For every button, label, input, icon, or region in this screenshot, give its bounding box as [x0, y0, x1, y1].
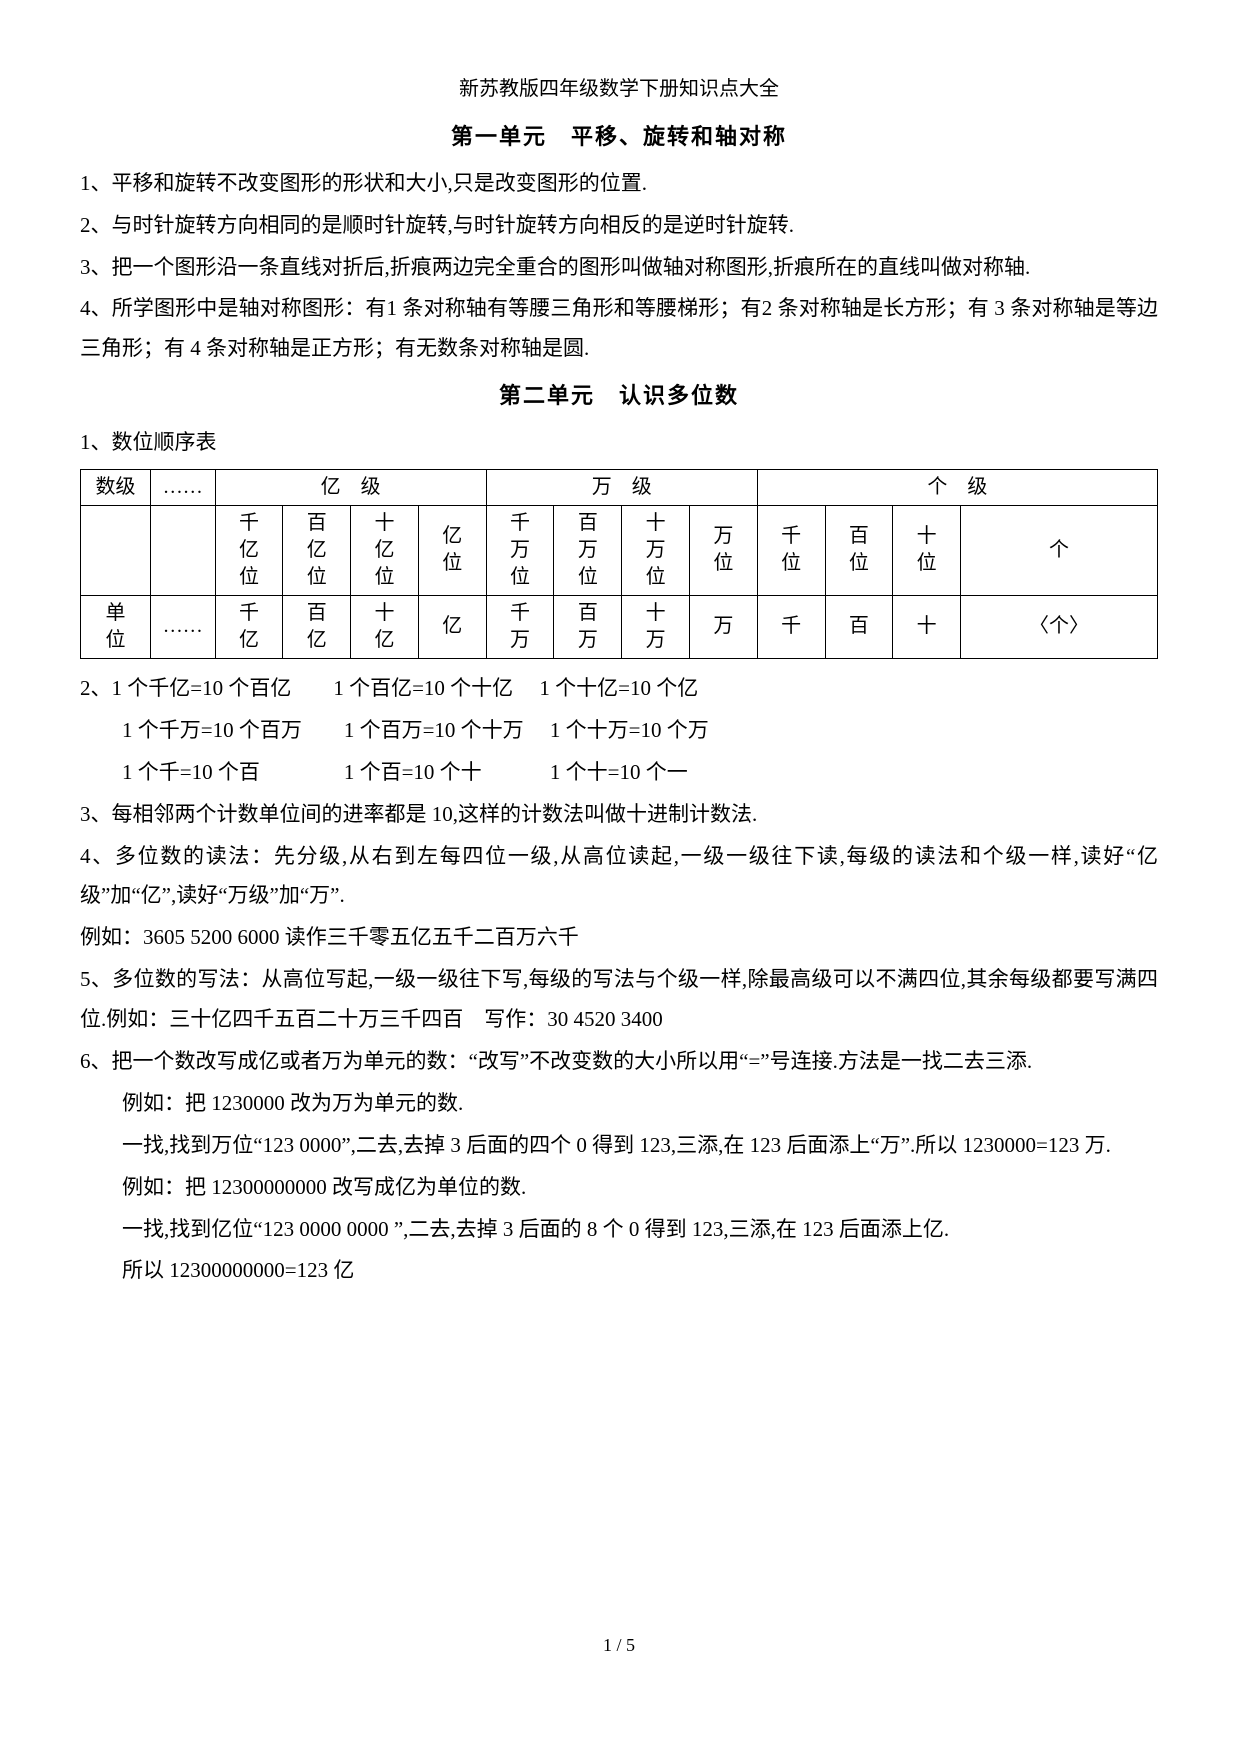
cell: 十亿 [351, 595, 419, 658]
unit2-p2c: 1 个千=10 个百 1 个百=10 个十 1 个十=10 个一 [80, 753, 1158, 793]
cell-header: 数级 [81, 469, 151, 505]
unit1-title: 第一单元 平移、旋转和轴对称 [80, 116, 1158, 158]
table-row: 数级 …… 亿 级 万 级 个 级 [81, 469, 1158, 505]
unit1-p3: 3、把一个图形沿一条直线对折后,折痕两边完全重合的图形叫做轴对称图形,折痕所在的… [80, 248, 1158, 288]
unit2-p2b: 1 个千万=10 个百万 1 个百万=10 个十万 1 个十万=10 个万 [80, 711, 1158, 751]
cell: 千位 [757, 505, 825, 595]
unit2-p6: 6、把一个数改写成亿或者万为单元的数：“改写”不改变数的大小所以用“=”号连接.… [80, 1042, 1158, 1082]
cell: 千亿 [215, 595, 283, 658]
digit-place-table: 数级 …… 亿 级 万 级 个 级 千亿位 百亿位 十亿位 亿位 千万位 百万位… [80, 469, 1158, 659]
cell: 百位 [825, 505, 893, 595]
cell [81, 505, 151, 595]
unit2-p6ex2b: 一找,找到亿位“123 0000 0000 ”,二去,去掉 3 后面的 8 个 … [80, 1210, 1158, 1250]
cell: 〈个〉 [961, 595, 1158, 658]
cell-header: 单位 [81, 595, 151, 658]
cell: 十位 [893, 505, 961, 595]
unit2-p6ex2c: 所以 12300000000=123 亿 [80, 1251, 1158, 1291]
cell: 百万 [554, 595, 622, 658]
unit2-p6ex2a: 例如：把 12300000000 改写成亿为单位的数. [80, 1168, 1158, 1208]
unit2-p3: 3、每相邻两个计数单位间的进率都是 10,这样的计数法叫做十进制计数法. [80, 795, 1158, 835]
table-row: 千亿位 百亿位 十亿位 亿位 千万位 百万位 十万位 万位 千位 百位 十位 个 [81, 505, 1158, 595]
cell: 十亿位 [351, 505, 419, 595]
cell: 百万位 [554, 505, 622, 595]
cell: 百亿 [283, 595, 351, 658]
cell: 十万位 [622, 505, 690, 595]
unit2-p6ex1b: 一找,找到万位“123 0000”,二去,去掉 3 后面的四个 0 得到 123… [80, 1126, 1158, 1166]
cell: …… [151, 469, 216, 505]
cell: 亿 [418, 595, 486, 658]
unit2-p4ex: 例如：3605 5200 6000 读作三千零五亿五千二百万六千 [80, 918, 1158, 958]
unit2-p2a: 2、1 个千亿=10 个百亿 1 个百亿=10 个十亿 1 个十亿=10 个亿 [80, 669, 1158, 709]
unit2-p6ex1a: 例如：把 1230000 改为万为单元的数. [80, 1084, 1158, 1124]
unit1-p2: 2、与时针旋转方向相同的是顺时针旋转,与时针旋转方向相反的是逆时针旋转. [80, 206, 1158, 246]
cell: 千 [757, 595, 825, 658]
cell: …… [151, 595, 216, 658]
doc-title: 新苏教版四年级数学下册知识点大全 [80, 70, 1158, 108]
cell: 千万 [486, 595, 554, 658]
cell: 亿位 [418, 505, 486, 595]
cell: 万位 [689, 505, 757, 595]
cell: 千亿位 [215, 505, 283, 595]
unit2-title: 第二单元 认识多位数 [80, 375, 1158, 417]
cell: 十万 [622, 595, 690, 658]
unit2-p4: 4、多位数的读法：先分级,从右到左每四位一级,从高位读起,一级一级往下读,每级的… [80, 837, 1158, 917]
cell-level-wan: 万 级 [486, 469, 757, 505]
page-number: 1 / 5 [80, 1628, 1158, 1662]
cell: 十 [893, 595, 961, 658]
cell-level-ge: 个 级 [757, 469, 1157, 505]
cell [151, 505, 216, 595]
unit1-p4: 4、所学图形中是轴对称图形：有1 条对称轴有等腰三角形和等腰梯形；有2 条对称轴… [80, 289, 1158, 369]
cell: 千万位 [486, 505, 554, 595]
cell: 百亿位 [283, 505, 351, 595]
unit1-p1: 1、平移和旋转不改变图形的形状和大小,只是改变图形的位置. [80, 164, 1158, 204]
cell: 百 [825, 595, 893, 658]
unit2-p1: 1、数位顺序表 [80, 423, 1158, 463]
cell-level-yi: 亿 级 [215, 469, 486, 505]
cell: 万 [689, 595, 757, 658]
table-row: 单位 …… 千亿 百亿 十亿 亿 千万 百万 十万 万 千 百 十 〈个〉 [81, 595, 1158, 658]
cell: 个 [961, 505, 1158, 595]
unit2-p5: 5、多位数的写法：从高位写起,一级一级往下写,每级的写法与个级一样,除最高级可以… [80, 960, 1158, 1040]
